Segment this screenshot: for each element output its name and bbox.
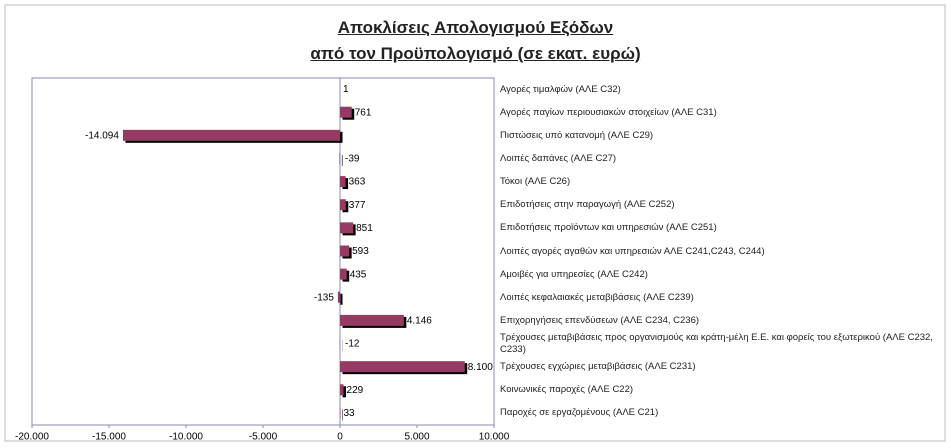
bar (340, 268, 347, 280)
bar (337, 291, 340, 303)
bar (340, 314, 404, 326)
value-label: 33 (344, 408, 356, 419)
x-tick-label: 5.000 (404, 432, 429, 443)
value-label: 377 (349, 200, 366, 211)
bar (340, 106, 352, 118)
bar (340, 361, 465, 373)
category-label: Λοιπές δαπάνες (ΑΛΕ C27) (500, 152, 617, 164)
bar (340, 407, 341, 419)
category-label: Λοιπές αγορές αγαθών και υπηρεσιών ΑΛΕ C… (500, 245, 765, 257)
bar (340, 199, 346, 211)
bar (340, 176, 346, 188)
chart-title: από τον Προϋπολογισμό (σε εκατ. ευρώ) (310, 44, 641, 63)
category-label: Παροχές σε εργαζομένους (ΑΛΕ C21) (500, 407, 659, 419)
bar (122, 129, 341, 141)
value-label: 593 (352, 246, 369, 257)
category-label: Επιδοτήσεις προϊόντων και υπηρεσιών (ΑΛΕ… (500, 222, 717, 234)
bar (340, 245, 350, 257)
bar (339, 152, 340, 164)
category-label: Αμοιβές για υπηρεσίες (ΑΛΕ C242) (500, 268, 648, 280)
bar-shadow (342, 409, 344, 421)
value-label: -12 (345, 339, 360, 350)
value-label: -135 (314, 292, 334, 303)
category-label: Αγορές τιμαλφών (ΑΛΕ C32) (500, 83, 621, 95)
category-label: Επιδοτήσεις στην παραγωγή (ΑΛΕ C252) (500, 199, 675, 211)
bar-shadow (341, 154, 343, 166)
category-label: Κοινωνικές παροχές (ΑΛΕ C22) (500, 384, 634, 396)
value-label: -14.094 (85, 130, 119, 141)
value-label: 435 (350, 269, 367, 280)
category-label: Αγορές παγίων περιουσιακών στοιχείων (ΑΛ… (500, 106, 717, 118)
value-label: 363 (349, 177, 366, 188)
x-tick-label: 10.000 (479, 432, 510, 443)
value-label: -39 (345, 154, 360, 165)
category-label: Επιχορηγήσεις επενδύσεων (ΑΛΕ C234, C236… (500, 314, 700, 326)
bar-shadow (342, 386, 347, 398)
value-label: 8.100 (468, 362, 493, 373)
chart-border (4, 4, 946, 442)
bar (340, 384, 344, 396)
bar-shadow (340, 293, 343, 305)
x-tick-label: -5.000 (249, 432, 278, 443)
category-label: Πιστώσεις υπό κατανομή (ΑΛΕ C29) (500, 129, 654, 141)
value-label: 4.146 (407, 316, 432, 327)
x-tick-label: -10.000 (169, 432, 203, 443)
chart-title: Αποκλίσεις Απολογισμού Εξόδων (337, 18, 614, 37)
category-label: Τόκοι (ΑΛΕ C26) (500, 176, 571, 188)
value-label: 229 (347, 385, 364, 396)
x-tick-label: -20.000 (15, 432, 49, 443)
value-label: 761 (355, 107, 372, 118)
category-label: Τρέχουσες μεταβιβάσεις προς οργανισμούς … (500, 332, 933, 356)
value-label: 1 (343, 84, 349, 95)
category-label: Τρέχουσες εγχώριες μεταβιβάσεις (ΑΛΕ C23… (500, 361, 696, 373)
value-label: 851 (356, 223, 373, 234)
x-tick-label: -15.000 (92, 432, 126, 443)
bar (340, 222, 354, 234)
x-tick-label: 0 (337, 432, 343, 443)
category-label: Λοιπές κεφαλαιακές μεταβιβάσεις (ΑΛΕ C23… (500, 291, 694, 303)
